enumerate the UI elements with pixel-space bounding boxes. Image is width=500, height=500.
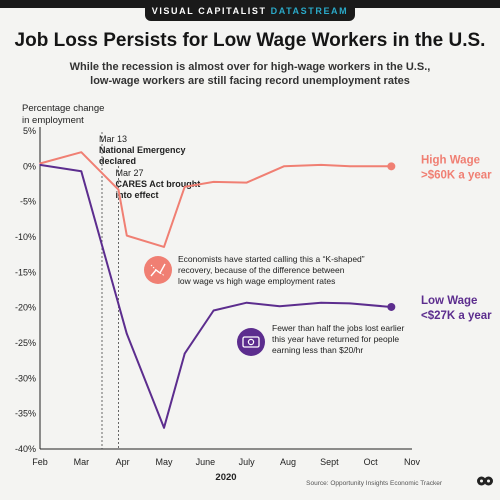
series-point [183,186,186,188]
series-point [320,164,322,166]
series-point [126,234,128,237]
series-label: High Wage [421,154,480,166]
event-label: into effect [116,190,159,200]
series-point [245,301,248,304]
annotation-text: Fewer than half the jobs lost earlier [272,323,404,333]
x-tick-label: Nov [404,457,421,467]
x-tick-label: Oct [364,457,379,467]
series-point [283,165,285,168]
annotation-badge [237,328,265,356]
cash-icon [247,338,255,346]
x-tick-label: Sept [320,457,339,467]
y-tick-label: -40% [15,444,36,454]
series-end-marker [387,162,396,171]
series-point [39,164,41,166]
series-point [163,246,165,248]
series-point [183,352,186,355]
event-label: National Emergency [99,145,186,155]
y-tick-label: 0% [23,161,36,171]
series-point [349,165,351,168]
series-label: <$27K a year [421,310,492,322]
series-point [212,309,215,312]
annotation-text: earning less than $20/hr [272,345,363,355]
event-date: Mar 13 [99,134,127,144]
source-note: Source: Opportunity Insights Economic Tr… [306,480,442,487]
series-point [126,333,128,335]
x-tick-label: Aug [280,457,296,467]
y-tick-label: 5% [23,126,36,136]
event-date: Mar 27 [116,168,144,178]
x-tick-label: July [239,457,256,467]
x-axis-title: 2020 [215,472,236,483]
x-tick-label: Apr [116,457,130,467]
subtitle-line: While the recession is almost over for h… [69,61,431,73]
chart-title: Job Loss Persists for Low Wage Workers i… [14,30,486,51]
series-point [245,181,248,184]
y-axis-title-line: in employment [22,115,84,126]
series-point [80,170,83,173]
series-point [80,151,83,153]
event-label: declared [99,156,136,166]
brand-accent: DATASTREAM [270,5,349,16]
y-axis-title: Percentage change in employment [22,103,104,127]
series-point [39,162,41,165]
annotation-text: recovery, because of the difference betw… [178,265,345,275]
series-point [117,188,120,191]
y-tick-label: -35% [15,409,36,419]
annotation-text: Economists have started calling this a “… [178,254,365,264]
series-point [163,427,165,429]
x-tick-label: Mar [74,457,90,467]
y-tick-label: -30% [15,373,36,383]
series-point [349,302,351,305]
x-tick-label: May [155,457,173,467]
header-bar: VISUAL CAPITALIST DATASTREAM [0,0,500,21]
x-tick-label: Feb [32,457,48,467]
series-point [278,305,281,308]
y-axis-title-line: Percentage change [22,103,105,114]
y-tick-label: -15% [15,267,36,277]
chart-subtitle: While the recession is almost over for h… [0,60,500,88]
annotation-badge [144,256,172,284]
series-label: >$60K a year [421,169,492,181]
y-tick-label: -25% [15,338,36,348]
series-point [320,301,322,304]
series-label: Low Wage [421,295,477,307]
annotation-text: this year have returned for people [272,334,399,344]
series-point [212,181,215,183]
series-end-marker [387,302,396,311]
visual-capitalist-logo-icon [477,476,493,486]
cash-icon [242,336,260,348]
y-tick-label: -5% [20,197,36,207]
annotation-text: low wage vs high wage employment rates [178,276,335,286]
brand-name: VISUAL CAPITALIST [151,5,267,16]
series-line [39,163,392,429]
subtitle-line: low-wage workers are still facing record… [90,75,410,87]
y-tick-label: -10% [15,232,36,242]
x-tick-label: June [196,457,216,467]
event-label: CARES Act brought [116,179,201,189]
brand-tab: VISUAL CAPITALIST DATASTREAM [145,0,355,21]
y-tick-label: -20% [15,303,36,313]
series-line [39,151,392,248]
